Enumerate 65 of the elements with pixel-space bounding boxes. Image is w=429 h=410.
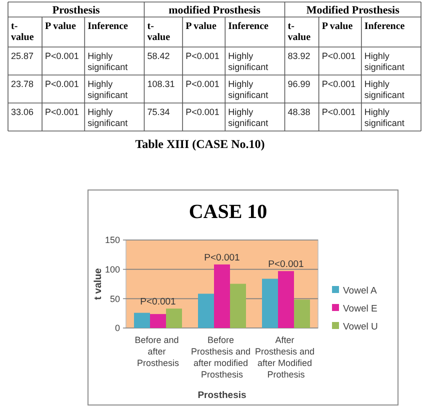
text: Highly significant (364, 79, 404, 100)
annotation: P<0.001 (140, 296, 176, 308)
category-label: P value (45, 21, 76, 32)
text: 48.38 (288, 107, 310, 117)
chart-title: CASE 10 (188, 201, 268, 223)
category-label: t-value (11, 21, 34, 43)
category-label: P value (322, 21, 354, 32)
text: P<0.001 (186, 107, 220, 117)
x-tick-label: Before Prosthesis and after modified Prosthesis (190, 335, 254, 380)
text: Table XIII (CASE No.10) (135, 137, 265, 151)
text: Modified Prosthesis (306, 4, 400, 16)
bar (230, 284, 246, 328)
legend-label: Vowel U (343, 321, 378, 332)
category-label: Inference (228, 21, 270, 32)
text: 23.78 (11, 79, 34, 89)
category-label: Inference (364, 21, 406, 32)
text: 58.42 (147, 51, 170, 61)
x-tick-label: Before and after Prosthesis (134, 335, 182, 368)
bar (166, 308, 182, 328)
y-tick-label: 0 (114, 323, 120, 334)
text: P<0.001 (45, 51, 79, 61)
text: Prosthesis (52, 4, 101, 16)
y-tick-label: 100 (104, 264, 120, 274)
annotation: P<0.001 (268, 259, 304, 270)
text: 96.99 (288, 79, 310, 89)
bar (214, 264, 230, 328)
bar (294, 300, 310, 328)
text: Highly significant (88, 107, 128, 128)
category-label: t-value (288, 21, 312, 43)
text: P<0.001 (322, 51, 356, 61)
text: P<0.001 (45, 107, 79, 117)
text: 83.92 (288, 51, 310, 61)
text: Highly significant (88, 51, 128, 72)
text: P<0.001 (322, 79, 356, 89)
text: 108.31 (147, 79, 175, 89)
text: 25.87 (11, 51, 34, 61)
text: 33.06 (11, 107, 34, 117)
bar (134, 312, 150, 328)
category-label: Inference (88, 21, 129, 32)
y-tick-label: 150 (104, 235, 120, 246)
y-axis-title: t value (93, 268, 104, 300)
legend-label: Vowel E (343, 303, 378, 314)
text: Highly significant (364, 107, 404, 128)
x-axis-title: Prosthesis (198, 390, 246, 401)
bar (150, 314, 166, 328)
y-tick-label: 50 (110, 294, 120, 304)
category-label: P value (186, 21, 217, 32)
text: 75.34 (147, 107, 170, 117)
annotation: P<0.001 (204, 252, 240, 264)
text: P<0.001 (186, 51, 220, 61)
text: Highly significant (228, 107, 268, 128)
text: P<0.001 (45, 79, 79, 89)
text: Highly significant (364, 51, 404, 72)
bar (262, 278, 278, 328)
text: modified Prosthesis (168, 4, 262, 16)
legend-label: Vowel A (343, 285, 378, 296)
category-label: t-value (147, 21, 171, 43)
bar (198, 294, 214, 328)
text: P<0.001 (322, 107, 356, 117)
text: Highly significant (228, 79, 268, 100)
x-tick-label: After Prosthesis and after Modified Prothesis (254, 335, 318, 380)
text: Highly significant (228, 51, 268, 72)
text: Highly significant (88, 79, 128, 100)
text: P<0.001 (186, 79, 220, 89)
bar (278, 271, 294, 328)
